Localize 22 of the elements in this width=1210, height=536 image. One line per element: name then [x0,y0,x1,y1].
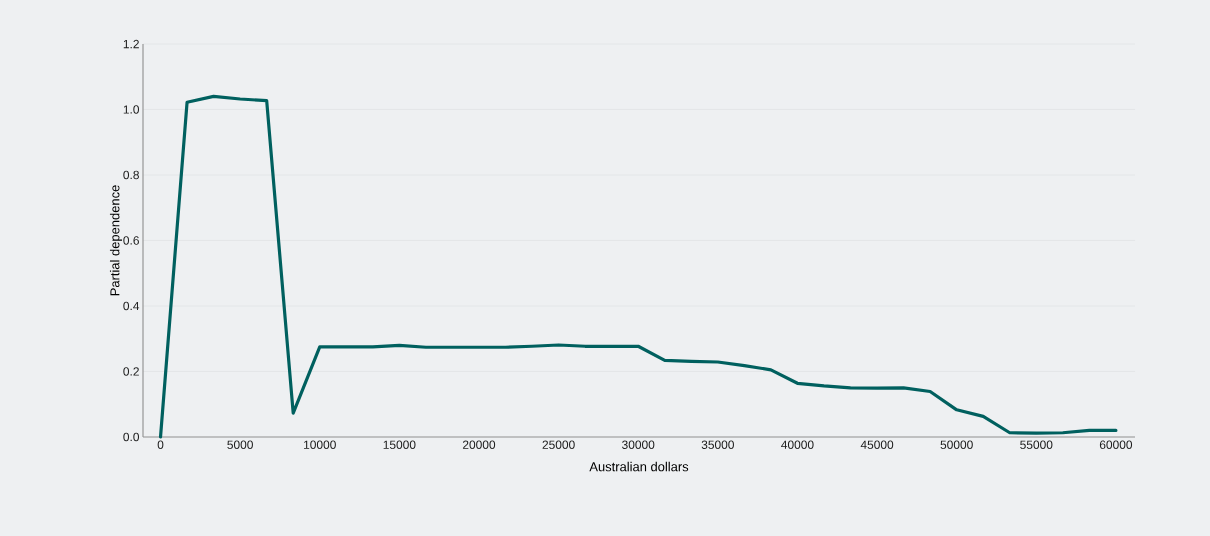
x-tick-label: 20000 [462,440,496,449]
y-axis-title: Partial dependence [109,185,123,296]
x-tick-label: 25000 [542,440,575,449]
x-tick-label: 15000 [383,440,416,449]
x-tick-label: 55000 [1020,440,1053,449]
x-axis-title: Australian dollars [589,461,689,472]
x-tick-label: 30000 [622,440,655,449]
x-tick-label: 60000 [1099,440,1133,449]
x-tick-label: 0 [157,440,164,449]
y-tick-label: 0.6 [123,236,139,245]
x-tick-label: 10000 [304,440,336,449]
y-tick-label: 1.2 [123,39,139,49]
x-tick-label: 40000 [781,440,814,449]
x-tick-label: 50000 [940,440,973,449]
y-tick-label: 0.2 [123,367,139,376]
x-tick-label: 35000 [701,440,734,449]
x-tick-label: 5000 [227,440,253,449]
y-tick-label: 1.0 [123,105,140,114]
y-tick-label: 0.0 [123,432,140,442]
y-tick-label: 0.8 [123,170,139,180]
x-tick-label: 45000 [860,440,894,449]
y-tick-label: 0.4 [123,301,140,311]
